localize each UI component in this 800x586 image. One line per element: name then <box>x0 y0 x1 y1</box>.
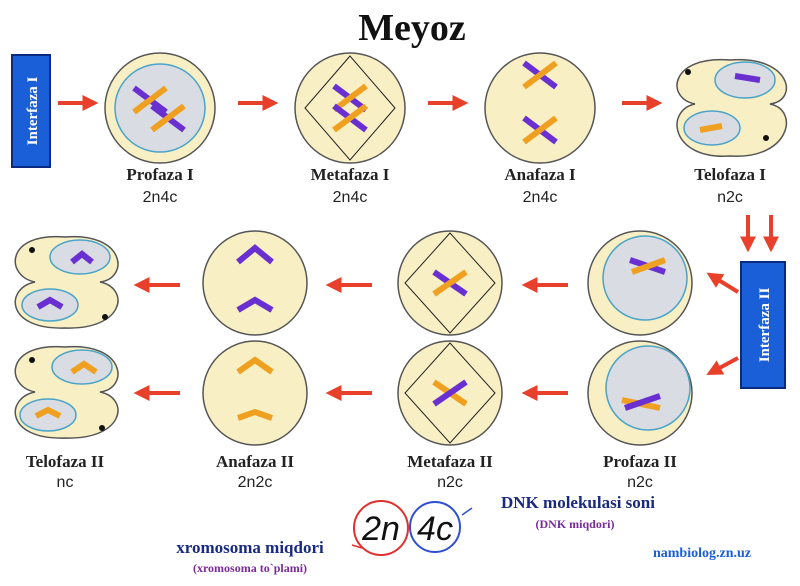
interphase-label: Interfaza II <box>757 288 773 363</box>
stage-formula: 2n4c <box>333 189 368 206</box>
cell-telophase-1 <box>676 58 788 157</box>
stage-label: Anafaza I <box>504 165 576 184</box>
stage-label: Telofaza II <box>26 452 105 471</box>
stage-label: Telofaza I <box>694 165 766 184</box>
cell-telophase-2b <box>14 345 119 439</box>
credit: nambiolog.zn.uz <box>653 546 751 561</box>
legend-ploidy-label: xromosoma miqdori <box>176 538 324 557</box>
title: Meyoz <box>358 7 466 49</box>
cell-anaphase-2b <box>202 340 308 446</box>
cell-metaphase-1 <box>294 52 406 164</box>
stage-formula: 2n4c <box>523 189 558 206</box>
cell-metaphase-2a <box>397 230 503 336</box>
interphase-label: Interfaza I <box>25 76 41 145</box>
legend-ploidy-note: (xromosoma to`plami) <box>193 561 307 575</box>
cell-metaphase-2b <box>397 340 503 446</box>
stage-formula: n2c <box>717 189 743 206</box>
stage-formula: nc <box>57 474 74 491</box>
cell-prophase-1 <box>104 52 216 164</box>
stage-label: Profaza I <box>126 165 194 184</box>
interphase-box <box>740 261 786 389</box>
stage-formula: n2c <box>627 474 653 491</box>
arrows <box>58 95 779 401</box>
legend-dna: 4c <box>417 510 453 548</box>
legend-dna-note: (DNK miqdori) <box>536 517 615 531</box>
stage-label: Metafaza I <box>311 165 390 184</box>
stage-formula: 2n2c <box>238 474 273 491</box>
legend-dna-label: DNK molekulasi soni <box>501 493 655 512</box>
stage-label: Anafaza II <box>216 452 294 471</box>
cell-prophase-2b <box>587 340 693 446</box>
stage-formula: 2n4c <box>143 189 178 206</box>
cell-prophase-2a <box>587 230 693 336</box>
interphase-box <box>11 54 51 168</box>
cell-telophase-2a <box>14 235 119 329</box>
legend-ploidy: 2n <box>361 510 400 548</box>
stage-label: Metafaza II <box>407 452 493 471</box>
cell-anaphase-2a <box>202 230 308 336</box>
legend: 2n 4c xromosoma miqdori (xromosoma to`pl… <box>176 493 655 575</box>
cell-anaphase-1 <box>484 52 596 164</box>
stage-formula: n2c <box>437 474 463 491</box>
stage-label: Profaza II <box>603 452 677 471</box>
